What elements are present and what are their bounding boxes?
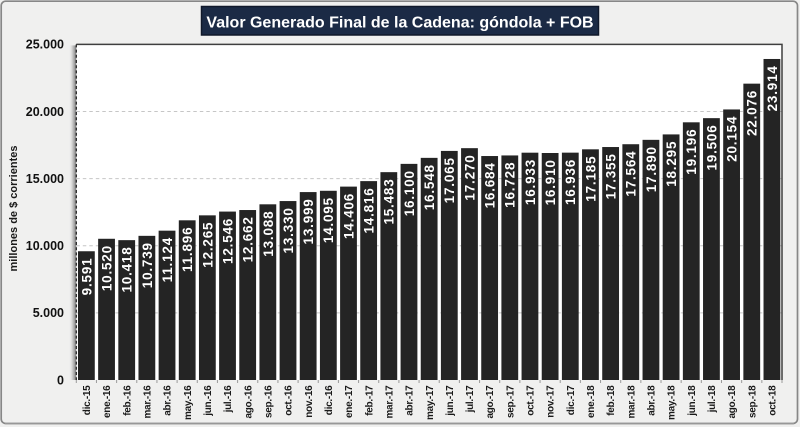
svg-text:mar.-17: mar.-17 [384, 385, 395, 419]
svg-text:14.095: 14.095 [321, 197, 336, 243]
svg-text:16.728: 16.728 [503, 162, 518, 208]
svg-text:dic.-16: dic.-16 [324, 385, 335, 415]
svg-text:sep.-16: sep.-16 [263, 385, 274, 418]
svg-text:16.936: 16.936 [563, 159, 578, 205]
svg-text:17.564: 17.564 [624, 151, 639, 197]
svg-text:jul.-17: jul.-17 [465, 385, 476, 414]
svg-text:dic.-17: dic.-17 [566, 385, 577, 415]
svg-text:nov.-17: nov.-17 [546, 385, 557, 418]
svg-text:oct.-17: oct.-17 [526, 385, 537, 416]
svg-text:17.185: 17.185 [583, 156, 598, 202]
svg-text:10.739: 10.739 [140, 242, 155, 288]
svg-text:may.-16: may.-16 [183, 385, 194, 420]
svg-text:mar.-18: mar.-18 [626, 385, 637, 419]
svg-text:oct.-18: oct.-18 [768, 385, 779, 416]
svg-text:19.196: 19.196 [684, 129, 699, 175]
svg-text:12.662: 12.662 [241, 216, 256, 262]
svg-text:16.100: 16.100 [402, 170, 417, 216]
svg-text:15.483: 15.483 [382, 178, 397, 224]
svg-text:ene.-18: ene.-18 [586, 385, 597, 418]
svg-text:17.890: 17.890 [644, 146, 659, 192]
svg-text:14.406: 14.406 [341, 193, 356, 239]
svg-text:mar.-16: mar.-16 [142, 385, 153, 419]
svg-text:jul.-18: jul.-18 [707, 385, 718, 414]
svg-text:16.684: 16.684 [483, 162, 498, 208]
svg-text:10.000: 10.000 [26, 239, 64, 253]
svg-text:13.330: 13.330 [281, 207, 296, 253]
svg-text:jul.-16: jul.-16 [223, 385, 234, 414]
svg-text:may.-18: may.-18 [667, 385, 678, 420]
svg-text:22.076: 22.076 [745, 90, 760, 136]
svg-text:ago.-17: ago.-17 [485, 385, 496, 419]
svg-text:ago.-18: ago.-18 [727, 385, 738, 419]
svg-text:ago.-16: ago.-16 [243, 385, 254, 419]
svg-text:11.124: 11.124 [160, 237, 175, 282]
svg-text:millones de $ corrientes: millones de $ corrientes [8, 146, 20, 272]
svg-text:oct.-16: oct.-16 [284, 385, 295, 416]
svg-text:13.088: 13.088 [261, 211, 276, 257]
svg-text:12.265: 12.265 [200, 222, 215, 268]
svg-text:15.000: 15.000 [26, 172, 64, 186]
svg-text:abr.-18: abr.-18 [647, 385, 658, 416]
svg-text:ene.-17: ene.-17 [344, 385, 355, 418]
svg-text:17.355: 17.355 [604, 153, 619, 199]
svg-text:0: 0 [57, 373, 64, 387]
svg-text:10.418: 10.418 [120, 246, 135, 292]
svg-text:14.816: 14.816 [362, 187, 377, 233]
svg-text:16.548: 16.548 [422, 164, 437, 210]
svg-text:jun.-17: jun.-17 [445, 385, 456, 417]
svg-text:feb.-16: feb.-16 [122, 385, 133, 416]
svg-text:25.000: 25.000 [26, 38, 64, 52]
svg-text:sep.-18: sep.-18 [747, 385, 758, 418]
svg-text:19.506: 19.506 [704, 124, 719, 170]
svg-text:jun.-18: jun.-18 [687, 385, 698, 417]
svg-text:Valor Generado Final de la Cad: Valor Generado Final de la Cadena: góndo… [206, 15, 593, 32]
svg-text:ene.-16: ene.-16 [102, 385, 113, 418]
svg-text:11.896: 11.896 [180, 227, 195, 272]
svg-text:20.000: 20.000 [26, 105, 64, 119]
svg-text:abr.-17: abr.-17 [405, 385, 416, 416]
svg-text:feb.-17: feb.-17 [364, 385, 375, 416]
svg-text:20.154: 20.154 [724, 116, 739, 162]
svg-text:sep.-17: sep.-17 [505, 385, 516, 418]
svg-text:feb.-18: feb.-18 [606, 385, 617, 416]
svg-text:10.520: 10.520 [99, 245, 114, 291]
svg-text:jun.-16: jun.-16 [203, 385, 214, 417]
svg-text:9.591: 9.591 [79, 258, 94, 296]
svg-text:18.295: 18.295 [664, 141, 679, 187]
svg-text:16.910: 16.910 [543, 159, 558, 205]
svg-text:12.546: 12.546 [220, 218, 235, 264]
svg-text:16.933: 16.933 [523, 159, 538, 205]
svg-text:nov.-16: nov.-16 [304, 385, 315, 418]
svg-text:17.270: 17.270 [462, 154, 477, 200]
svg-text:dic.-15: dic.-15 [82, 385, 93, 415]
svg-text:13.999: 13.999 [301, 198, 316, 244]
svg-text:may.-17: may.-17 [425, 385, 436, 420]
svg-text:abr.-16: abr.-16 [163, 385, 174, 416]
svg-text:23.914: 23.914 [765, 65, 780, 111]
svg-text:5.000: 5.000 [33, 306, 64, 320]
svg-text:17.065: 17.065 [442, 157, 457, 203]
